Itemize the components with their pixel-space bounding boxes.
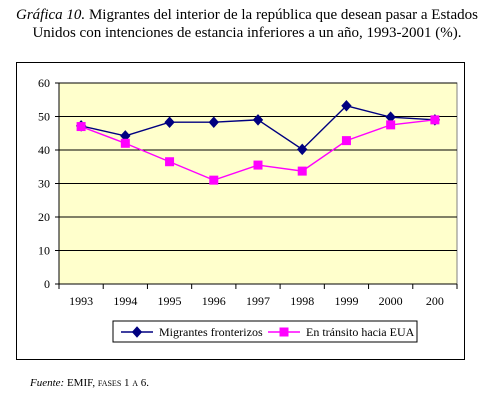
legend-label-1: Migrantes fronterizos xyxy=(159,325,263,339)
source-label: Fuente: xyxy=(30,377,65,389)
right-margin xyxy=(465,62,494,360)
x-tick-label: 1994 xyxy=(113,294,137,308)
series-2-point xyxy=(341,136,351,146)
y-tick-label: 20 xyxy=(38,210,50,224)
series-1-point xyxy=(252,114,264,126)
x-tick-label: 1997 xyxy=(246,294,270,308)
series-1-point xyxy=(208,116,219,128)
series-2-point xyxy=(253,160,263,170)
y-tick-label: 50 xyxy=(38,110,50,124)
source-text: EMIF, fases 1 a 6. xyxy=(66,377,150,389)
series-2-point xyxy=(430,115,440,125)
chart-title-lead: Gráfica 10. xyxy=(16,7,86,23)
series-1-point xyxy=(297,143,308,156)
series-2-point xyxy=(386,120,396,130)
x-tick-label: 1996 xyxy=(202,294,226,308)
legend-marker-1 xyxy=(131,326,143,338)
chart-frame xyxy=(16,62,465,360)
y-tick-label: 10 xyxy=(38,244,50,258)
chart-title-rest: Migrantes del interior de la república q… xyxy=(85,7,478,23)
legend-label-2: En tránsito hacia EUA xyxy=(306,325,415,339)
x-tick-label: 1999 xyxy=(334,294,358,308)
series-2-point xyxy=(165,157,175,167)
x-tick-label: 1995 xyxy=(158,294,182,308)
x-tick-label: 1993 xyxy=(69,294,93,308)
series-1-point xyxy=(164,116,175,128)
x-tick-label: 1998 xyxy=(290,294,314,308)
series-2-point xyxy=(76,122,86,132)
series-2-point xyxy=(120,138,130,148)
x-tick-label: 2000 xyxy=(379,294,403,308)
legend-box xyxy=(112,320,418,343)
y-tick-label: 30 xyxy=(38,177,50,191)
legend-marker-2 xyxy=(279,327,289,337)
y-tick-label: 60 xyxy=(38,76,50,90)
series-2-point xyxy=(209,175,219,185)
series-1-point xyxy=(341,100,352,112)
y-tick-label: 0 xyxy=(44,277,50,291)
y-tick-label: 40 xyxy=(38,143,50,157)
source-note: Fuente: EMIF, fases 1 a 6. xyxy=(30,377,149,389)
x-tick-label: 200 xyxy=(426,294,444,308)
chart-title: Gráfica 10. Migrantes del interior de la… xyxy=(0,6,494,42)
chart-title-line2: Unidos con intenciones de estancia infer… xyxy=(32,25,462,41)
series-2-point xyxy=(297,166,307,176)
